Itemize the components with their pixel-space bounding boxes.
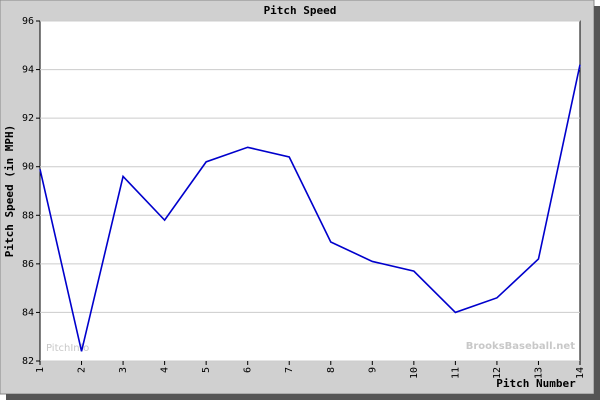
x-tick-label: 1 — [35, 367, 46, 373]
data-line — [39, 64, 581, 352]
x-tick-label: 8 — [326, 367, 337, 373]
x-tick-label: 9 — [367, 367, 378, 373]
plot-area — [39, 20, 581, 362]
watermark: BrooksBaseball.net — [466, 341, 575, 352]
y-tick-label: 94 — [22, 65, 34, 76]
y-tick-label: 90 — [22, 162, 34, 173]
y-tick-label: 86 — [22, 259, 34, 270]
x-tick-label: 4 — [160, 367, 171, 373]
x-tick-label: 3 — [118, 367, 129, 373]
y-axis-label: Pitch Speed (in MPH) — [3, 125, 16, 257]
watermark: PitchInfo — [46, 343, 89, 354]
x-tick-label: 6 — [243, 367, 254, 373]
x-tick-label: 7 — [284, 367, 295, 373]
y-tick-label: 92 — [22, 113, 34, 124]
x-tick-label: 2 — [77, 367, 88, 373]
y-tick-label: 88 — [22, 210, 34, 221]
x-tick-label: 12 — [492, 367, 503, 379]
x-tick-label: 10 — [409, 367, 420, 379]
y-tick-label: 84 — [22, 307, 34, 318]
y-tick-label: 82 — [22, 356, 34, 367]
y-tick-label: 96 — [22, 16, 34, 27]
frame-shadow — [6, 394, 600, 400]
x-tick-label: 11 — [450, 367, 461, 379]
x-tick-label: 13 — [533, 367, 544, 379]
x-axis-label: Pitch Number — [496, 377, 576, 390]
chart-title: Pitch Speed — [264, 4, 337, 17]
x-tick-label: 5 — [201, 367, 212, 373]
x-tick-label: 14 — [575, 367, 586, 379]
frame-shadow — [594, 6, 600, 400]
